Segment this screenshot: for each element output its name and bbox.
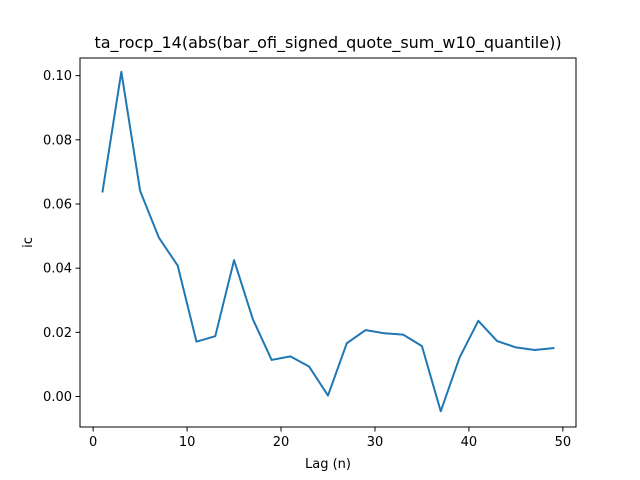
y-tick-label: 0.10 xyxy=(43,69,72,84)
x-tick-label: 0 xyxy=(89,435,97,450)
plot-area xyxy=(80,58,576,427)
x-axis-ticks: 0 10 20 30 40 50 xyxy=(89,427,571,450)
x-tick-label: 10 xyxy=(179,435,196,450)
y-tick-label: 0.04 xyxy=(43,262,72,277)
x-axis-label: Lag (n) xyxy=(305,457,351,472)
chart-title: ta_rocp_14(abs(bar_ofi_signed_quote_sum_… xyxy=(94,33,561,53)
plot-frame xyxy=(79,57,577,428)
y-axis-label: ic xyxy=(21,237,36,248)
x-tick-label: 50 xyxy=(555,435,572,450)
x-tick-label: 20 xyxy=(273,435,290,450)
y-tick-label: 0.08 xyxy=(43,133,72,148)
x-tick-label: 30 xyxy=(367,435,384,450)
y-axis-ticks: 0.00 0.02 0.04 0.06 0.08 0.10 xyxy=(43,69,80,405)
y-tick-label: 0.06 xyxy=(43,197,72,212)
series-line xyxy=(101,70,555,413)
y-tick-label: 0.02 xyxy=(43,326,72,341)
y-tick-label: 0.00 xyxy=(43,390,72,405)
x-tick-label: 40 xyxy=(461,435,478,450)
series-layer xyxy=(101,70,555,413)
